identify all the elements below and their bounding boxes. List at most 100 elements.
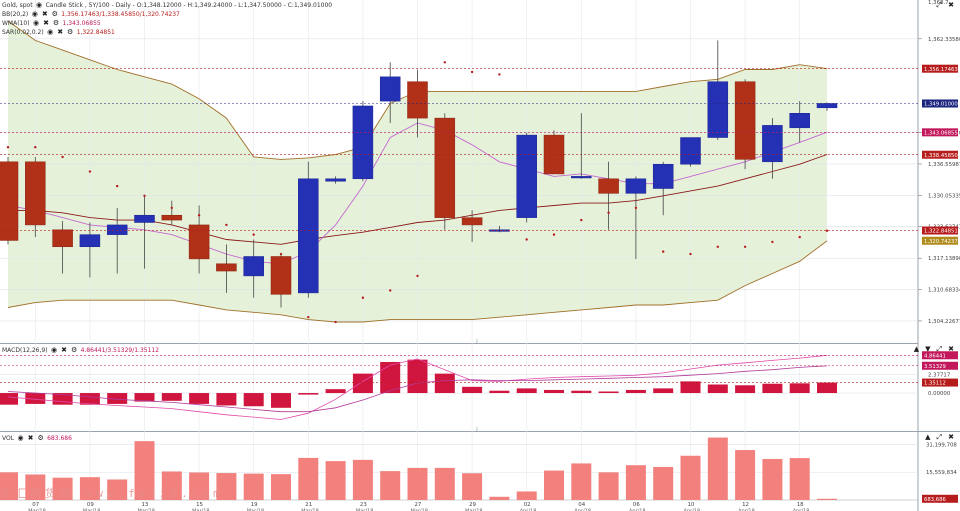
volume-bar [571,463,592,500]
volume-legend: VOL ◉ ✖ ⚙ 683.686 [2,434,72,443]
price-legend: Gold, spot ◉ Candle Stick , 5Y/100 - Dai… [2,1,332,37]
sar-dot [743,245,747,248]
volume-bar [598,472,619,500]
x-axis-day-label: 13 [142,502,149,508]
candle-body [516,134,537,218]
price-panel: Gold, spot ◉ Candle Stick , 5Y/100 - Dai… [0,0,960,345]
maximize-icon[interactable]: ⤢ [936,345,943,353]
close-icon[interactable]: ✖ [27,434,34,442]
sar-dot [443,61,446,64]
close-panel-icon[interactable]: ✖ [948,1,954,9]
macd-signal-line [7,365,828,413]
macd-badge [922,351,958,360]
candle-body [707,81,729,138]
candle-body [598,178,619,194]
x-axis-month-label: Mar/18 [301,509,318,511]
close-icon[interactable]: ✖ [61,346,68,354]
close-panel-icon[interactable]: ✖ [948,433,954,441]
price-axis-label: 1,330.05335 [928,194,960,200]
volume-bar [380,471,401,500]
price-badge-label: 1,322.84851 [924,229,958,235]
sar-dot [34,146,37,149]
gear-icon[interactable]: ⚙ [70,346,78,354]
volume-value: 683.686 [47,435,72,442]
candle-body [379,76,401,102]
macd-histogram-bar [434,373,455,394]
close-panel-icon[interactable]: ✖ [948,345,954,353]
macd-histogram-bar [544,389,564,394]
x-axis-month-label: Apr/18 [520,509,537,511]
macd-badge [922,378,958,387]
candle-body [134,214,155,223]
eye-icon[interactable]: ◉ [32,19,40,27]
macd-histogram-bar [707,384,728,394]
eye-icon[interactable]: ◉ [47,28,54,36]
macd-chart[interactable]: 2.37717 0.00000 4.86441 3.51329 1.35112 ⁞ [0,344,960,433]
macd-histogram-bar [271,393,291,408]
volume-panel-tools: ▲ ⤢ ✖ [925,433,954,442]
eye-icon[interactable]: ◉ [31,10,38,18]
volume-bar [161,471,182,500]
sar-dot [470,70,474,74]
move-down-icon[interactable]: ▼ [925,345,931,353]
maximize-icon[interactable]: ⤢ [936,433,943,441]
macd-badge [922,361,958,370]
macd-axis-label: 0.00000 [928,391,951,397]
macd-legend: MACD(12,26,9) ◉ ✖ ⚙ 4.86441/3.51329/1.35… [2,346,159,355]
price-chart[interactable]: 1,368.7...1,362.335801,342.995101,336.55… [0,0,960,345]
volume-bar [216,473,237,500]
sar-dot [6,146,10,149]
volume-bar [271,474,291,500]
sar-value: 1,322.84851 [76,29,115,36]
candle-body [734,81,756,160]
eye-icon[interactable]: ◉ [36,1,43,9]
wma-label: WMA(10) [2,20,30,27]
price-axis-label: 1,304.22677 [928,319,960,325]
price-axis-label: 1,362.33580 [928,37,960,43]
candle-body [816,103,838,109]
macd-panel-tools: ▲ ▼ ⤢ ✖ [914,345,954,354]
close-icon[interactable]: ✖ [43,19,49,27]
macd-histogram-bar [680,381,701,394]
x-axis-day-label: 02 [524,502,531,508]
sar-dot [716,245,719,248]
volume-bar [298,457,319,500]
sar-dot [662,250,665,253]
volume-bar [707,437,728,500]
x-axis-day-label: 10 [688,502,695,508]
gear-icon[interactable]: ⚙ [52,19,60,27]
bb-label: BB(20,2) [2,11,29,18]
maximize-icon[interactable]: ⤢ [936,1,943,9]
eye-icon[interactable]: ◉ [17,434,24,442]
eye-icon[interactable]: ◉ [51,346,58,354]
sar-dot [279,252,283,256]
move-up-icon[interactable]: ▲ [925,433,931,441]
volume-bar [107,479,128,500]
gear-icon[interactable]: ⚙ [37,434,44,442]
instrument-title: Gold, spot [2,2,33,9]
candle-body [571,176,592,179]
volume-bar [516,491,537,500]
x-axis-day-label: 27 [415,502,422,508]
x-axis-month-label: Mar/18 [83,509,100,511]
gear-icon[interactable]: ⚙ [67,28,74,36]
x-axis-day-label: 23 [360,502,367,508]
sar-dot [197,214,201,217]
candle-body [652,163,674,189]
volume-axis-label: 15,559,834 [926,470,957,476]
move-up-icon[interactable]: ▲ [913,345,920,353]
candle-body [461,217,483,226]
macd-histogram-bar [571,390,592,394]
volume-chart[interactable]: 31,199,70815,559,834683,68607Mar/1809Mar… [0,432,960,511]
macd-histogram-bar [352,373,373,394]
gear-icon[interactable]: ⚙ [51,10,58,18]
x-axis-day-label: 19 [251,502,258,508]
sar-dot [825,229,829,232]
price-badge [922,150,958,159]
close-icon[interactable]: ✖ [41,10,48,18]
macd-histogram-bar [598,391,619,394]
close-icon[interactable]: ✖ [57,28,64,36]
price-axis-label: 1,317.13890 [928,256,960,262]
price-badge [922,236,958,245]
volume-axis-label: 31,199,708 [926,442,957,448]
